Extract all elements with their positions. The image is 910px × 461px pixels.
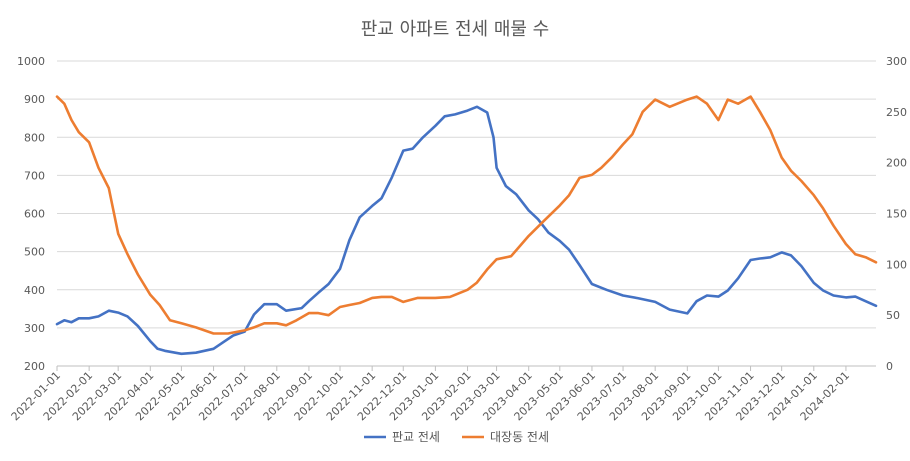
- left-y-tick-label: 500: [24, 246, 45, 259]
- left-y-tick-label: 800: [24, 131, 45, 144]
- legend-label: 판교 전세: [392, 430, 440, 444]
- right-y-tick-label: 50: [886, 309, 900, 322]
- chart-title: 판교 아파트 전세 매물 수: [361, 19, 550, 40]
- series-lines: [55, 95, 878, 356]
- right-y-tick-label: 300: [886, 55, 907, 68]
- series-line-2: [55, 95, 878, 335]
- left-y-tick-label: 400: [24, 284, 45, 297]
- series-line-1: [55, 105, 878, 356]
- left-y-axis: 200 300 400 500 600 700 800 900 1000: [17, 55, 45, 373]
- right-y-tick-label: 200: [886, 157, 907, 170]
- x-axis: 2022-01-012022-02-012022-03-012022-04-01…: [9, 365, 876, 423]
- left-y-tick-label: 900: [24, 93, 45, 106]
- left-y-tick-label: 600: [24, 208, 45, 221]
- right-y-tick-label: 0: [886, 360, 893, 373]
- right-y-tick-label: 150: [886, 208, 907, 221]
- left-y-tick-label: 300: [24, 322, 45, 335]
- left-y-tick-label: 700: [24, 169, 45, 182]
- left-y-tick-label: 1000: [17, 55, 45, 68]
- legend-label: 대장동 전세: [490, 430, 549, 444]
- right-y-tick-label: 100: [886, 258, 907, 271]
- left-y-tick-label: 200: [24, 360, 45, 373]
- right-y-tick-label: 250: [886, 106, 907, 119]
- gridlines: [57, 60, 876, 367]
- right-y-axis: 0 50 100 150 200 250 300: [886, 55, 907, 373]
- legend: 판교 전세 대장동 전세: [364, 430, 549, 444]
